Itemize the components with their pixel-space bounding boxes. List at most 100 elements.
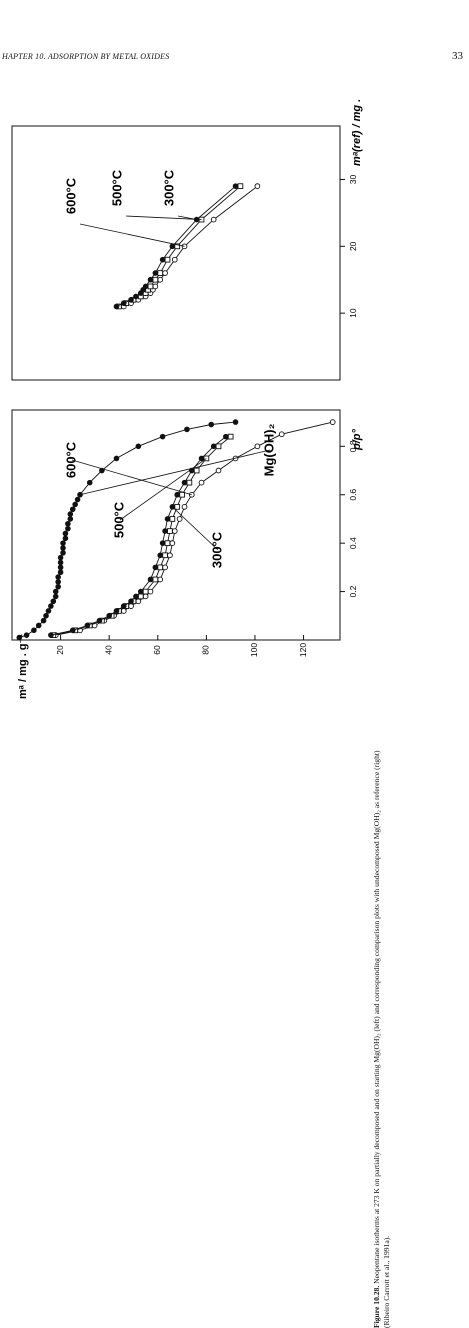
left-point: [157, 552, 164, 559]
left-point: [57, 564, 64, 571]
right-point: [157, 270, 164, 276]
left-label-leader: [79, 449, 271, 496]
left-point: [137, 588, 144, 595]
left-point: [74, 496, 81, 503]
left-point: [84, 622, 91, 629]
left-point: [69, 627, 76, 634]
left-point: [142, 588, 149, 595]
left-point: [50, 598, 57, 605]
left-ytick-label: 120: [298, 643, 308, 657]
right-point: [210, 216, 217, 223]
right-point: [113, 303, 120, 310]
left-point: [254, 443, 261, 450]
left-point: [188, 491, 195, 498]
right-point: [147, 276, 154, 283]
left-ytick-label: 40: [103, 645, 113, 655]
left-point: [48, 632, 54, 638]
left-point: [171, 528, 178, 534]
left-point: [179, 491, 185, 498]
right-point: [142, 283, 149, 290]
left-point: [167, 552, 173, 559]
caption-text: Neopentane isotherms at 273 K on partial…: [372, 750, 391, 1328]
right-point: [147, 283, 154, 290]
left-point: [23, 632, 30, 638]
left-point: [159, 433, 166, 440]
left-point: [169, 516, 176, 522]
left-point: [62, 530, 69, 537]
left-point: [193, 467, 200, 474]
page-header: HAPTER 10. ADSORPTION BY METAL OXIDES 33: [0, 50, 469, 68]
right-point: [120, 300, 127, 306]
left-frame: [11, 409, 341, 641]
left-point: [159, 540, 166, 546]
right-xtick-label: 20: [348, 241, 358, 251]
left-point: [232, 419, 239, 425]
left-point: [223, 433, 229, 440]
left-ylabel: mᵃ / mg . g⁻¹: [17, 634, 29, 699]
figure-svg: 0.2 0.4 0.6 0.8 20 40 60 80 100 120 p/p° mᵃ / mg . …: [11, 100, 363, 699]
left-point: [31, 627, 37, 634]
left-series-label: Mg(OH)₂: [261, 423, 276, 476]
left-xtick-label: 0.4: [348, 537, 358, 549]
left-point: [67, 511, 74, 517]
left-point: [167, 528, 173, 534]
left-point: [113, 608, 120, 614]
left-series-line: [55, 421, 333, 636]
left-point: [57, 569, 64, 576]
right-series-label: 500°C: [109, 169, 124, 206]
right-xlabel: mᵃ(ref) / mg . g⁻¹: [351, 100, 363, 166]
left-point: [72, 501, 78, 508]
left-label-leader: [71, 459, 192, 496]
right-point: [159, 256, 166, 263]
left-point: [135, 443, 142, 450]
right-point: [171, 256, 178, 263]
right-point: [152, 276, 159, 283]
left-point: [215, 467, 222, 474]
left-point: [106, 612, 112, 619]
left-ytick-label: 100: [249, 643, 259, 657]
left-point: [65, 520, 71, 527]
left-point: [55, 574, 61, 580]
left-point: [152, 576, 159, 583]
left-point: [55, 579, 61, 585]
right-point: [254, 183, 261, 190]
left-point: [133, 593, 139, 600]
left-point: [60, 550, 66, 556]
left-point: [40, 617, 47, 624]
left-point: [147, 576, 154, 583]
left-point: [67, 516, 74, 522]
left-ytick-label: 80: [201, 645, 211, 655]
left-point: [164, 540, 171, 547]
left-point: [113, 455, 120, 462]
left-point: [181, 479, 188, 486]
right-xtick-label: 10: [348, 308, 358, 318]
left-point: [152, 564, 159, 571]
left-series-label: 500°C: [111, 501, 126, 538]
right-point: [133, 293, 139, 300]
right-xtick-label: 30: [348, 174, 358, 184]
right-panel: 10 20 30 mᵃ(ref) / mg . g⁻¹ 600°C 500°C 300°C: [11, 100, 363, 381]
figure-caption: Figure 10.28. Neopentane isotherms at 27…: [372, 728, 469, 1328]
left-xtick-label: 0.6: [348, 489, 358, 501]
right-series-label: 600°C: [63, 177, 78, 214]
left-ytick-label: 20: [55, 645, 65, 655]
left-point: [174, 491, 181, 498]
left-label-leader: [172, 506, 219, 551]
left-point: [164, 516, 171, 522]
left-point: [184, 426, 190, 433]
left-point: [198, 455, 205, 462]
left-point: [16, 634, 23, 641]
left-point: [198, 479, 205, 486]
left-point: [162, 552, 168, 559]
left-point: [162, 564, 168, 571]
left-point: [137, 593, 144, 600]
left-xtick-label: 0.8: [348, 440, 358, 452]
right-point: [232, 183, 239, 189]
left-point: [60, 540, 66, 546]
left-point: [181, 503, 188, 510]
left-point: [120, 603, 127, 609]
left-ytick-label: 60: [152, 645, 162, 655]
left-point: [174, 503, 181, 510]
left-point: [35, 622, 42, 629]
left-point: [96, 617, 103, 624]
